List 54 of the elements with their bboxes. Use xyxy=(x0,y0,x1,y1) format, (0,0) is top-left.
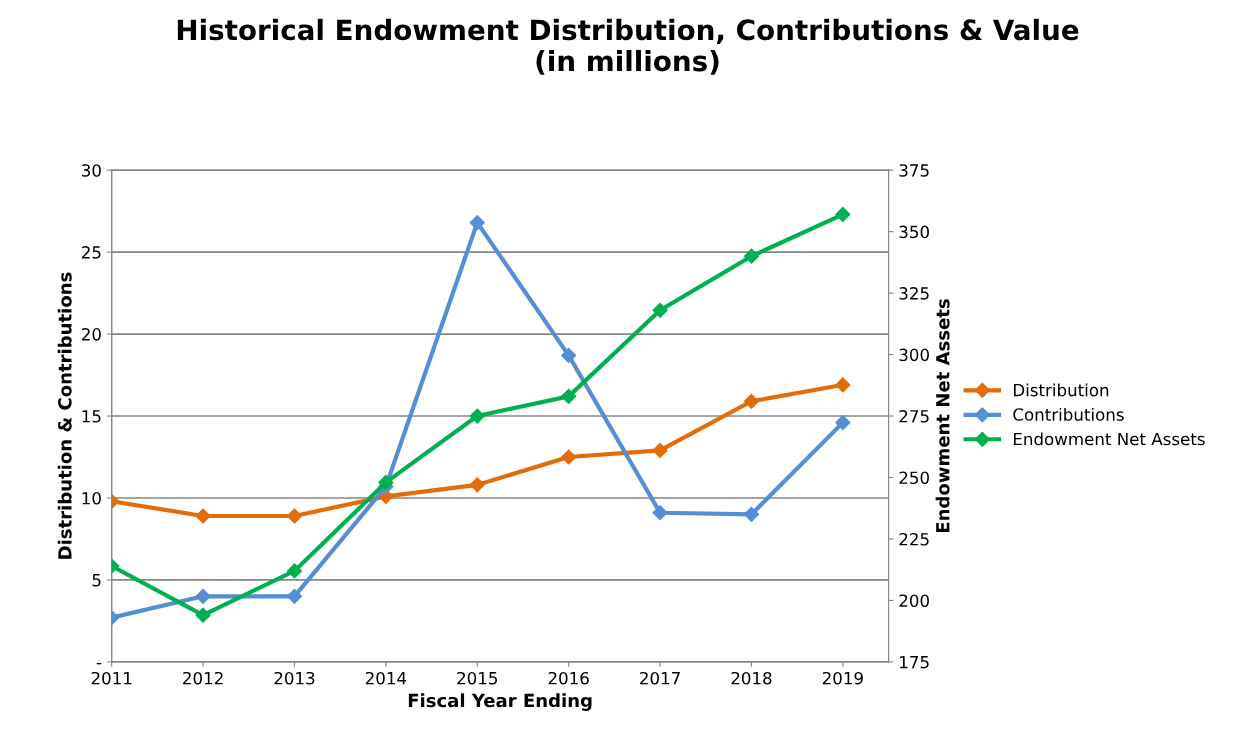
y2-tick-label: 200 xyxy=(899,594,929,607)
point xyxy=(561,347,577,363)
point xyxy=(561,449,577,465)
point xyxy=(743,393,760,409)
x-tick-label: 2014 xyxy=(365,671,407,685)
point xyxy=(652,442,668,459)
legend-label: Distribution xyxy=(1013,383,1109,397)
point xyxy=(835,206,851,223)
point xyxy=(652,505,668,521)
x-axis-title: Fiscal Year Ending xyxy=(408,693,592,711)
x-tick-label: 2016 xyxy=(548,671,589,685)
point xyxy=(195,588,211,604)
y-tick-label: 10 xyxy=(82,491,101,505)
y-tick-label: 15 xyxy=(82,410,101,423)
point xyxy=(195,508,211,524)
x-tick-label: 2011 xyxy=(91,671,132,685)
point xyxy=(195,607,211,623)
x-tick-label: 2019 xyxy=(822,671,863,685)
y2-tick-label: 350 xyxy=(899,225,929,239)
y2-tick-label: 300 xyxy=(899,348,929,362)
x-tick-label: 2018 xyxy=(731,671,772,685)
point xyxy=(286,588,303,604)
x-tick-label: 2015 xyxy=(457,671,498,685)
x-tick-label: 2012 xyxy=(183,671,223,685)
point xyxy=(743,248,760,264)
point xyxy=(469,215,485,231)
point xyxy=(286,508,303,524)
y-tick-label: 25 xyxy=(81,246,101,259)
legend-label: Endowment Net Assets xyxy=(1013,432,1205,446)
y-tick-label: - xyxy=(96,662,102,665)
y2-tick-label: 175 xyxy=(900,656,929,669)
point xyxy=(286,563,303,579)
y-tick-label: 20 xyxy=(81,328,101,341)
x-tick-label: 2013 xyxy=(274,671,315,685)
point xyxy=(469,477,485,493)
point xyxy=(469,408,485,424)
y-tick-label: 30 xyxy=(82,164,101,177)
y2-tick-label: 375 xyxy=(899,164,929,177)
legend-label: Contributions xyxy=(1013,407,1124,421)
y2-tick-label: 275 xyxy=(899,409,929,423)
point xyxy=(652,302,668,318)
y-axis-title: Distribution & Contributions xyxy=(57,272,72,559)
y2-tick-label: 225 xyxy=(899,532,929,546)
chart-title: Historical Endowment Distribution, Contributions & Value (in millions) xyxy=(177,18,1079,75)
point xyxy=(378,474,394,490)
x-tick-label: 2017 xyxy=(640,671,680,685)
y2-tick-label: 325 xyxy=(899,287,929,300)
y2-tick-label: 250 xyxy=(899,471,929,485)
y-tick-label: 5 xyxy=(92,574,101,587)
point xyxy=(835,377,851,393)
point xyxy=(743,506,760,522)
y2-axis-title: Endowment Net Assets xyxy=(935,299,950,533)
point xyxy=(561,388,577,404)
point xyxy=(835,415,851,431)
